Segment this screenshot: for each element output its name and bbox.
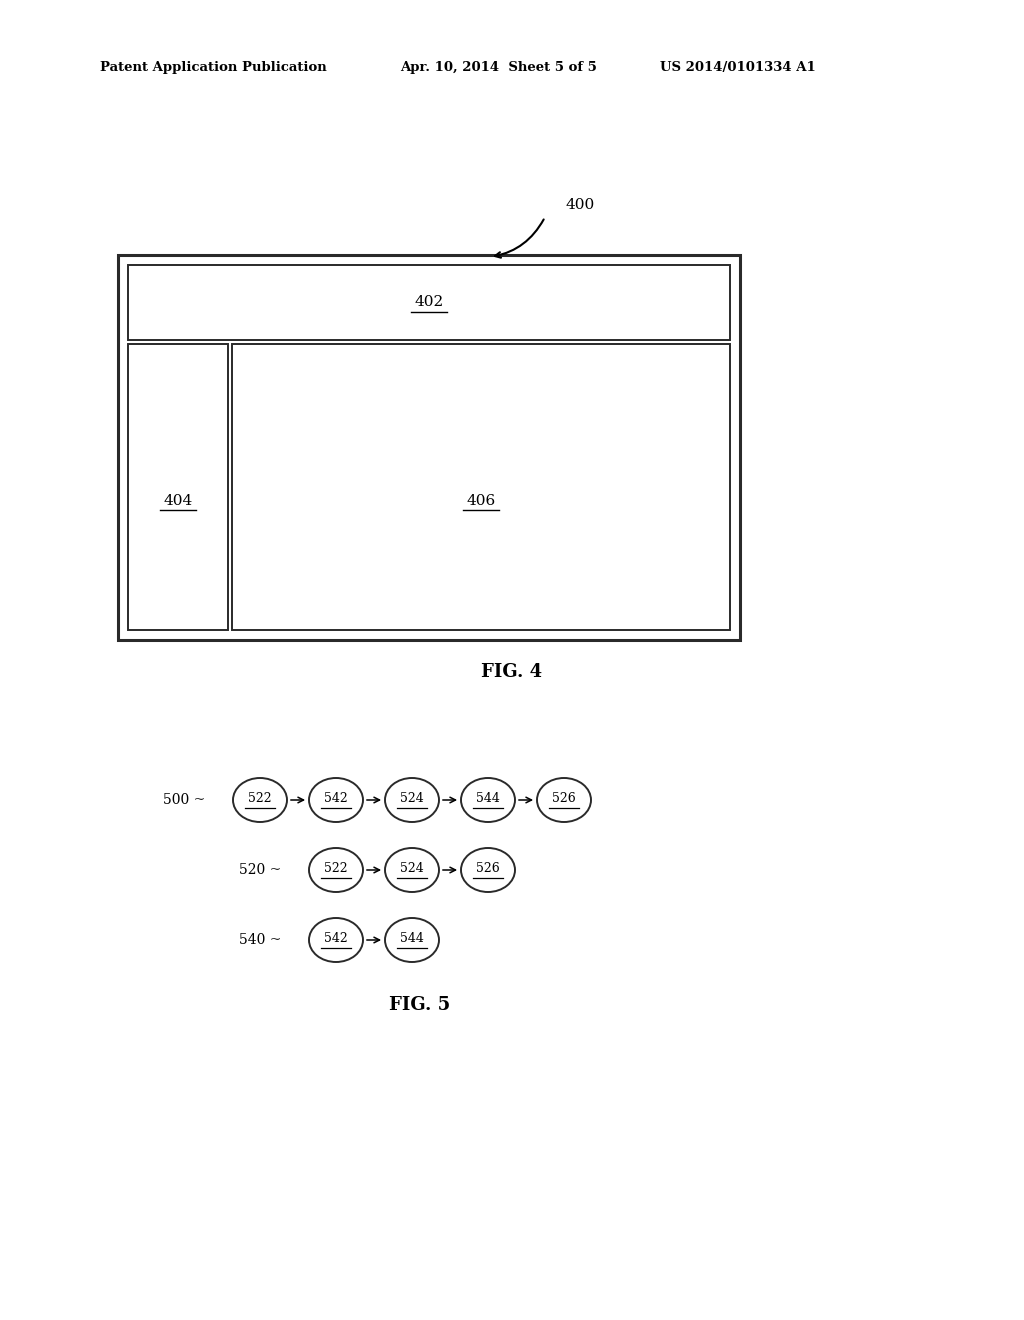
Text: 402: 402 (415, 296, 443, 309)
Ellipse shape (309, 847, 362, 892)
Text: 404: 404 (164, 494, 193, 508)
Bar (128, 265, 730, 341)
Text: 542: 542 (325, 792, 348, 805)
Text: 400: 400 (565, 198, 594, 213)
Text: 544: 544 (476, 792, 500, 805)
Text: 540 ~: 540 ~ (239, 933, 281, 946)
Text: 544: 544 (400, 932, 424, 945)
Bar (118, 255, 740, 640)
Bar (232, 345, 730, 630)
Text: 406: 406 (466, 494, 496, 508)
Text: Patent Application Publication: Patent Application Publication (100, 62, 327, 74)
Text: 526: 526 (476, 862, 500, 875)
Text: 522: 522 (248, 792, 271, 805)
Ellipse shape (461, 847, 515, 892)
Text: Apr. 10, 2014  Sheet 5 of 5: Apr. 10, 2014 Sheet 5 of 5 (400, 62, 597, 74)
Text: 526: 526 (552, 792, 575, 805)
Text: FIG. 5: FIG. 5 (389, 997, 451, 1014)
Ellipse shape (309, 777, 362, 822)
Text: 500 ~: 500 ~ (163, 793, 205, 807)
Bar (128, 345, 228, 630)
Text: 542: 542 (325, 932, 348, 945)
Ellipse shape (385, 847, 439, 892)
Ellipse shape (385, 917, 439, 962)
Text: US 2014/0101334 A1: US 2014/0101334 A1 (660, 62, 816, 74)
Text: FIG. 4: FIG. 4 (481, 663, 543, 681)
Ellipse shape (309, 917, 362, 962)
Text: 522: 522 (325, 862, 348, 875)
Text: 524: 524 (400, 862, 424, 875)
Text: 524: 524 (400, 792, 424, 805)
Text: 520 ~: 520 ~ (239, 863, 281, 876)
Ellipse shape (537, 777, 591, 822)
Ellipse shape (385, 777, 439, 822)
Ellipse shape (461, 777, 515, 822)
Ellipse shape (233, 777, 287, 822)
